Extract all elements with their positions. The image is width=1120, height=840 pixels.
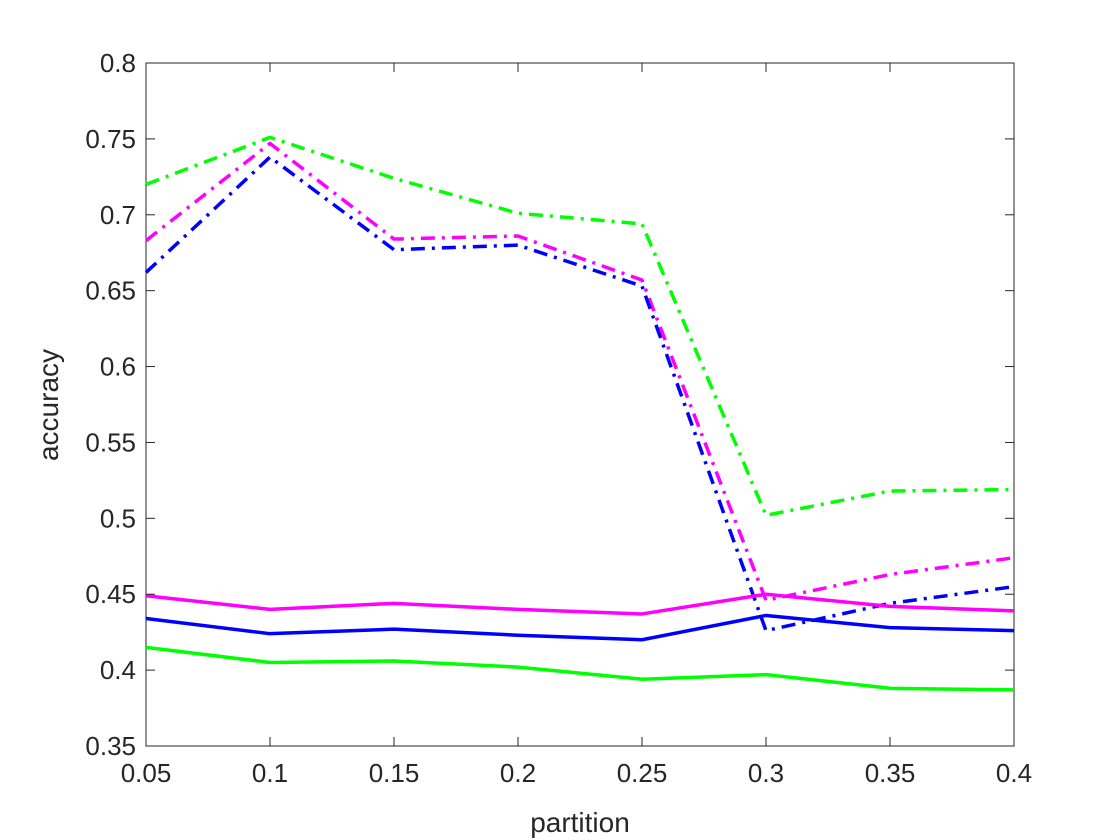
y-tick-label: 0.6 [100, 352, 136, 382]
series-line-2-dashdot [144, 141, 1015, 603]
y-tick-label: 0.65 [85, 276, 136, 306]
y-tick-label: 0.75 [85, 124, 136, 154]
x-tick-label: 0.4 [996, 758, 1032, 788]
y-tick-label: 0.8 [100, 48, 136, 78]
series-layer [144, 135, 1015, 692]
x-tick-label: 0.2 [500, 758, 536, 788]
series-line-4-solid [145, 592, 1015, 616]
series-line-1-dashdot [145, 135, 1015, 518]
y-axis-label: accuracy [33, 349, 64, 461]
series-line-3-dashdot [144, 155, 1015, 633]
y-tick-label: 0.4 [100, 655, 136, 685]
y-tick-label: 0.7 [100, 200, 136, 230]
y-tick-label: 0.55 [85, 427, 136, 457]
plot-area [145, 62, 1015, 747]
x-axis-label: partition [530, 807, 630, 838]
tick-layer: 0.05 0.1 0.15 0.2 0.25 0.3 0.35 0.4 0.35 0.4 0.45 0… [85, 48, 1032, 788]
series-line-6-solid [145, 645, 1015, 692]
x-tick-label: 0.05 [121, 758, 172, 788]
series-line-5-solid [145, 613, 1015, 642]
x-tick-label: 0.35 [865, 758, 916, 788]
x-tick-label: 0.1 [252, 758, 288, 788]
x-tick-label: 0.3 [748, 758, 784, 788]
x-tick-label: 0.25 [617, 758, 668, 788]
x-tick-label: 0.15 [369, 758, 420, 788]
y-tick-label: 0.5 [100, 503, 136, 533]
y-tick-label: 0.45 [85, 579, 136, 609]
y-tick-label: 0.35 [85, 731, 136, 761]
